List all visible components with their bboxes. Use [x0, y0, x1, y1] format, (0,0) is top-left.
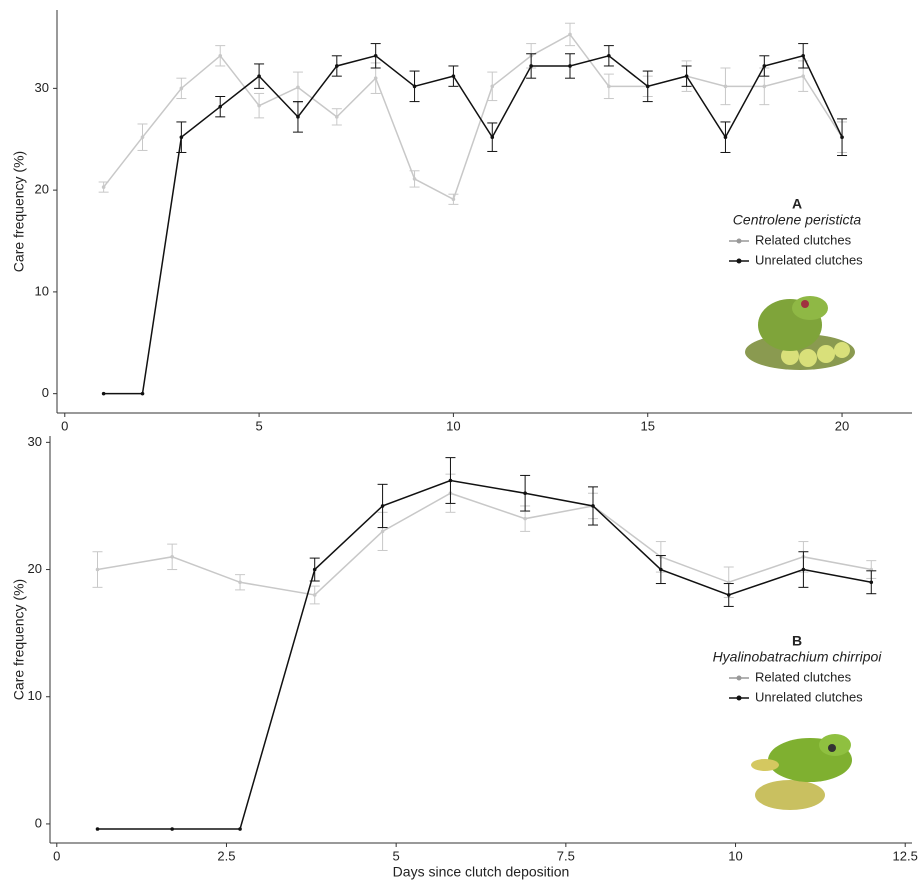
point	[335, 64, 339, 68]
legend-label: Related clutches	[755, 232, 852, 247]
y-axis-label: Care frequency (%)	[11, 579, 27, 700]
point	[646, 85, 650, 89]
point	[381, 504, 385, 508]
point	[335, 115, 339, 119]
point	[607, 85, 611, 89]
point	[763, 64, 767, 68]
point	[523, 491, 527, 495]
point	[727, 593, 731, 597]
x-tick-label: 2.5	[217, 848, 235, 863]
legend-label: Unrelated clutches	[755, 689, 863, 704]
point	[218, 54, 222, 58]
point	[141, 392, 145, 396]
y-tick-label: 20	[28, 561, 42, 576]
point	[763, 85, 767, 89]
point	[801, 74, 805, 78]
point	[452, 197, 456, 201]
point	[802, 568, 806, 572]
point	[381, 530, 385, 534]
y-tick-label: 30	[28, 434, 42, 449]
y-tick-label: 0	[42, 385, 49, 400]
x-tick-label: 5	[255, 418, 262, 433]
legend-label: Unrelated clutches	[755, 252, 863, 267]
point	[102, 392, 106, 396]
legend-marker	[737, 676, 742, 681]
point	[96, 568, 100, 572]
point	[724, 135, 728, 139]
legend-marker	[737, 239, 742, 244]
legend-marker	[737, 696, 742, 701]
point	[296, 115, 300, 119]
figure: 010203005101520Care frequency (%)ACentro…	[0, 0, 920, 881]
x-tick-label: 10	[728, 848, 742, 863]
point	[170, 827, 174, 831]
panel-subtitle: Hyalinobatrachium chirripoi	[713, 649, 883, 665]
point	[607, 54, 611, 58]
y-tick-label: 30	[35, 80, 49, 95]
x-tick-label: 20	[835, 418, 849, 433]
point	[296, 86, 300, 90]
point	[529, 64, 533, 68]
point	[218, 105, 222, 109]
frog-b	[751, 734, 852, 810]
panel-label: B	[792, 633, 802, 649]
series-line	[104, 34, 842, 199]
legend-label: Related clutches	[755, 669, 852, 684]
y-tick-label: 20	[35, 182, 49, 197]
point	[659, 568, 663, 572]
y-tick-label: 10	[35, 283, 49, 298]
point	[591, 504, 595, 508]
point	[96, 827, 100, 831]
point	[568, 64, 572, 68]
x-axis-label: Days since clutch deposition	[393, 864, 570, 880]
point	[568, 33, 572, 37]
x-tick-label: 7.5	[557, 848, 575, 863]
point	[180, 87, 184, 91]
x-tick-label: 5	[393, 848, 400, 863]
point	[801, 54, 805, 58]
x-tick-label: 0	[61, 418, 68, 433]
point	[257, 74, 261, 78]
x-tick-label: 10	[446, 418, 460, 433]
panel-label: A	[792, 196, 802, 212]
series-line	[98, 493, 872, 595]
point	[685, 74, 689, 78]
x-tick-label: 12.5	[893, 848, 918, 863]
point	[141, 135, 145, 139]
point	[523, 517, 527, 521]
point	[238, 580, 242, 584]
point	[490, 85, 494, 89]
point	[180, 135, 184, 139]
point	[413, 177, 417, 181]
point	[840, 135, 844, 139]
point	[170, 555, 174, 559]
point	[490, 135, 494, 139]
point	[724, 85, 728, 89]
panel-subtitle: Centrolene peristicta	[733, 212, 862, 228]
point	[102, 185, 106, 189]
point	[313, 568, 317, 572]
point	[869, 580, 873, 584]
x-tick-label: 15	[640, 418, 654, 433]
frog-a	[745, 296, 855, 370]
series	[96, 458, 877, 831]
point	[374, 76, 378, 80]
x-tick-label: 0	[53, 848, 60, 863]
point	[374, 54, 378, 58]
point	[449, 479, 453, 483]
series-line	[104, 56, 842, 394]
y-axis-label: Care frequency (%)	[11, 151, 27, 272]
point	[238, 827, 242, 831]
point	[257, 104, 261, 108]
y-tick-label: 10	[28, 688, 42, 703]
y-tick-label: 0	[35, 815, 42, 830]
point	[313, 593, 317, 597]
point	[452, 74, 456, 78]
legend-marker	[737, 259, 742, 264]
point	[413, 85, 417, 89]
